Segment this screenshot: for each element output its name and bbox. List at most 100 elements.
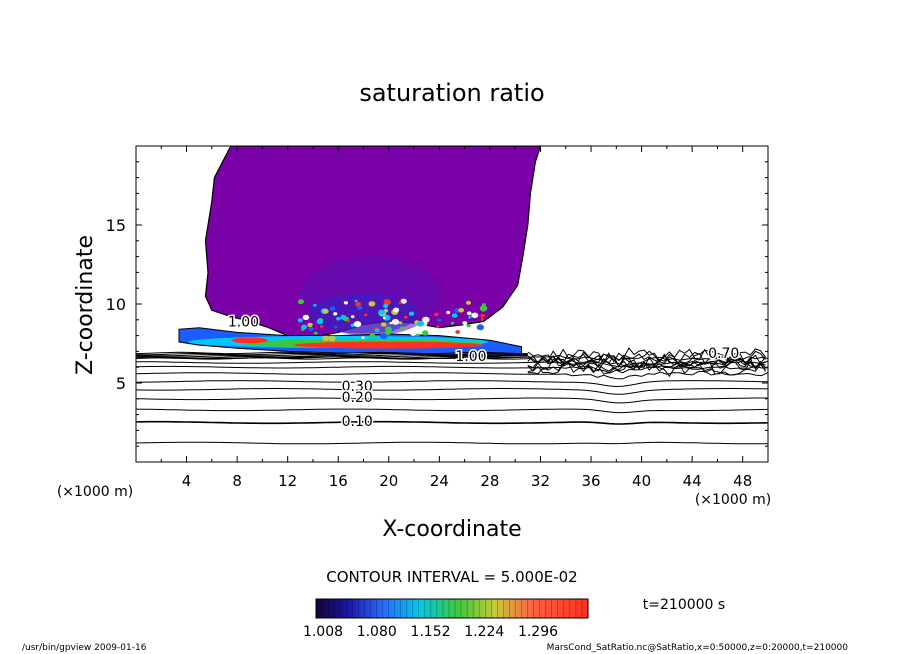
colorbar-label: 1.008 [303, 624, 343, 640]
contour-labels: 1.00 1.00 0.300.20 0.10 0.70 [226, 313, 740, 432]
contour-label: 1.00 [455, 349, 486, 365]
speckle [466, 311, 472, 316]
speckle [343, 301, 348, 305]
speckle [399, 326, 405, 331]
speckle [455, 330, 461, 334]
speckle [471, 312, 479, 319]
speckle [451, 313, 458, 318]
speckle [416, 320, 425, 327]
speckle [313, 331, 318, 335]
speckle [383, 299, 391, 306]
speckle [450, 321, 455, 325]
speckle [361, 336, 365, 340]
colorbar-label: 1.296 [518, 624, 558, 640]
speckle [466, 300, 471, 305]
colorbar-label: 1.080 [357, 624, 397, 640]
speckle [355, 301, 362, 307]
contour-line [136, 420, 768, 425]
contour-line-dense [136, 353, 528, 356]
speckle [302, 314, 310, 320]
speckle [336, 316, 341, 321]
speckle [354, 299, 358, 303]
speckle [297, 299, 305, 305]
speckle [322, 335, 330, 341]
speckle [368, 301, 376, 307]
speckle [462, 321, 468, 326]
cloud-group [178, 146, 542, 357]
contour-label: 0.20 [342, 390, 373, 406]
contour-label: 0.10 [342, 414, 373, 430]
contour-line [136, 360, 768, 368]
speckle [446, 310, 451, 315]
speckle [458, 308, 465, 313]
speckle [316, 318, 324, 325]
x-tick-label: 8 [232, 472, 242, 490]
x-tick-label: 20 [379, 472, 398, 490]
speckle [301, 328, 305, 331]
speckle [329, 306, 336, 311]
contour-line-perturbed [527, 355, 766, 371]
colorbar-label: 1.152 [410, 624, 450, 640]
time-label: t=210000 s [643, 597, 725, 613]
contour-label: 1.00 [228, 314, 259, 330]
contour-line [136, 371, 768, 380]
x-tick-label: 28 [480, 472, 499, 490]
speckle [398, 301, 403, 305]
speckle [353, 321, 362, 328]
y-tick-label: 15 [106, 216, 126, 235]
y-tick-label: 5 [116, 374, 126, 393]
speckle [422, 330, 429, 336]
speckle [400, 298, 407, 304]
colorbar [315, 598, 589, 619]
speckle [454, 308, 460, 313]
plot-area: 1.00 1.00 0.300.20 0.10 0.70 [136, 146, 768, 445]
speckle [378, 309, 385, 315]
colorbar-labels: 1.008 1.080 1.152 1.224 1.296 [303, 624, 558, 640]
y-axis-ticks: 5 10 15 [106, 161, 768, 447]
x-tick-label: 44 [683, 472, 702, 490]
contour-line-perturbed [527, 351, 766, 368]
speckle [404, 315, 408, 319]
speckle [364, 313, 368, 317]
speckle [408, 311, 415, 316]
speckle [385, 326, 392, 333]
speckle [422, 337, 426, 340]
x-tick-label: 24 [430, 472, 449, 490]
speckle [398, 321, 403, 325]
speckle [432, 336, 436, 340]
contour-label: 0.70 [708, 346, 739, 362]
speckle [416, 333, 420, 337]
x-tick-label: 36 [581, 472, 600, 490]
stable-contours [136, 354, 768, 445]
contour-line [136, 397, 768, 404]
x-unit-left: (×1000 m) [57, 484, 133, 500]
x-tick-label: 4 [182, 472, 192, 490]
speckle [346, 319, 351, 323]
contour-line [136, 441, 768, 445]
speckle [322, 308, 329, 314]
perturb-contours [136, 347, 766, 378]
speckle [333, 312, 338, 316]
speckle [313, 303, 317, 307]
speckle [374, 328, 380, 333]
speckle [436, 325, 440, 328]
speckle [466, 324, 471, 328]
speckle [308, 326, 314, 332]
speckle [480, 313, 486, 318]
x-tick-label: 32 [531, 472, 550, 490]
contour-line [136, 408, 768, 414]
speckle [383, 314, 391, 321]
speckle [481, 303, 486, 307]
footer-right: MarsCond_SatRatio.nc@SatRatio,x=0:50000,… [547, 643, 849, 653]
x-tick-label: 12 [278, 472, 297, 490]
speckle [393, 307, 400, 313]
y-tick-label: 10 [106, 295, 126, 314]
x-tick-label: 48 [733, 472, 752, 490]
speckle [297, 318, 303, 323]
colorbar-label: 1.224 [464, 624, 504, 640]
contour-line-perturbed [527, 347, 766, 365]
contour-line-dense [136, 357, 528, 360]
contour-label: 0.30 [342, 379, 373, 395]
contour-line-dense [136, 356, 528, 359]
